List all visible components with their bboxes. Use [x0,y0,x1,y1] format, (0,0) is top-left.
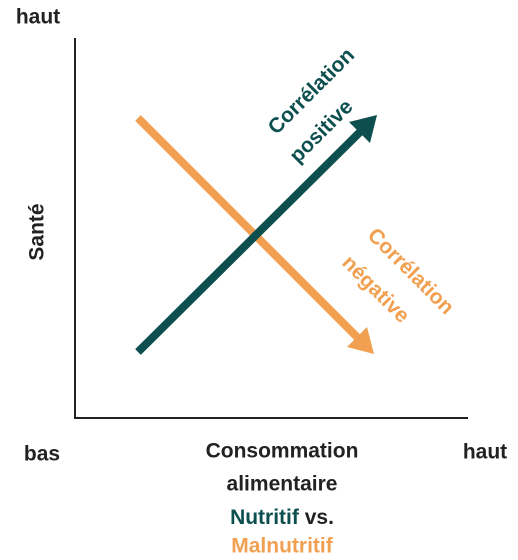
positive-line [135,127,365,355]
x-axis-label: Nutritif vs. [230,506,334,529]
x-axis-label: Consommation [206,440,359,463]
negative-arrowhead [347,327,374,354]
x-high-label: haut [463,441,507,464]
y-high-label: haut [16,6,60,29]
x-axis-label: alimentaire [227,473,338,496]
nutritive-label: Nutritif [230,506,300,529]
positive-arrowhead [349,115,377,143]
y-axis-label: Santé [26,203,49,260]
x-low-label: bas [24,443,60,466]
negative-line [135,115,363,343]
vs-label: vs. [305,506,334,529]
malnutritive-label: Malnutritif [231,535,333,558]
